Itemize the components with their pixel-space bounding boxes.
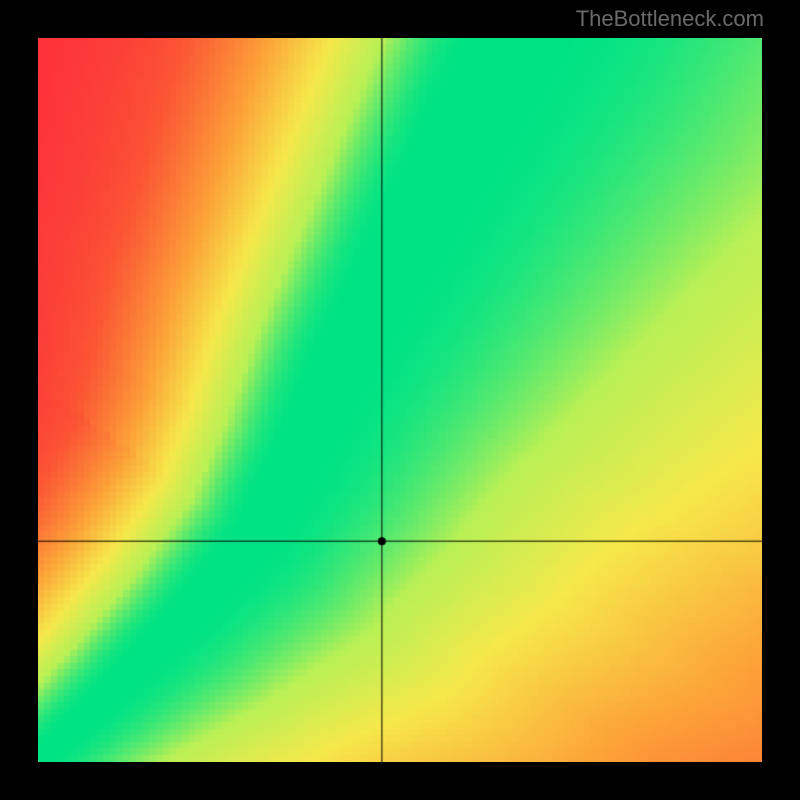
chart-container: TheBottleneck.com (0, 0, 800, 800)
bottleneck-heatmap (38, 38, 762, 762)
watermark-text: TheBottleneck.com (576, 6, 764, 32)
